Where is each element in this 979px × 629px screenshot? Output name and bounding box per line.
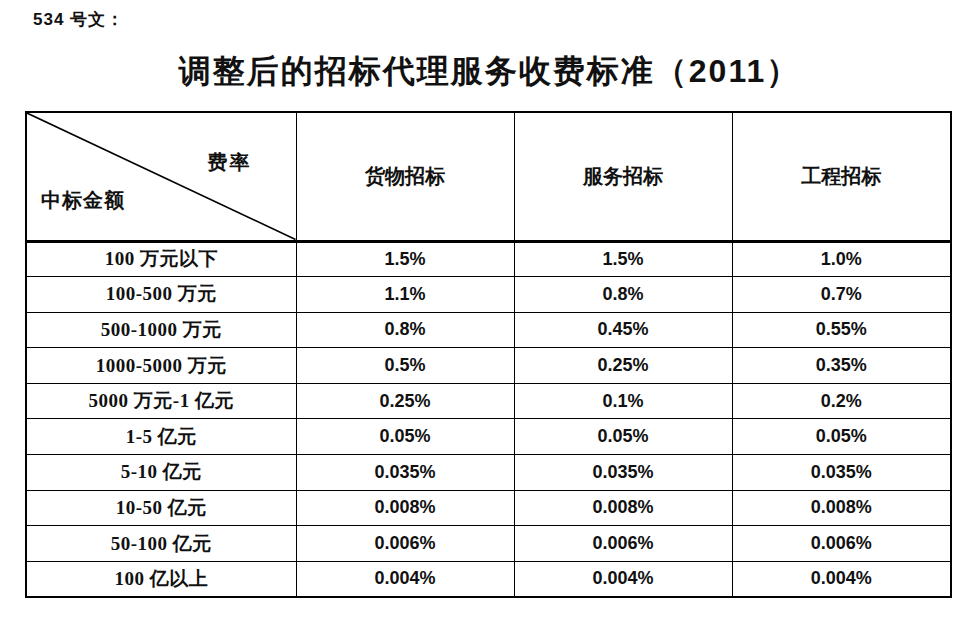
cell-value: 0.035%	[732, 455, 951, 491]
row-label: 5000 万元-1 亿元	[26, 383, 296, 419]
table-row: 100-500 万元 1.1% 0.8% 0.7%	[26, 277, 951, 313]
row-label: 500-1000 万元	[26, 312, 296, 348]
cell-value: 0.035%	[296, 455, 514, 491]
corner-header-cell: 费率 中标金额	[26, 112, 296, 241]
cell-value: 0.1%	[514, 383, 732, 419]
table-row: 5-10 亿元 0.035% 0.035% 0.035%	[26, 455, 951, 491]
cell-value: 1.5%	[514, 241, 732, 277]
table-row: 50-100 亿元 0.006% 0.006% 0.006%	[26, 526, 951, 562]
row-label: 1-5 亿元	[26, 419, 296, 455]
cell-value: 1.0%	[732, 241, 951, 277]
cell-value: 0.004%	[514, 561, 732, 597]
row-label: 10-50 亿元	[26, 490, 296, 526]
doc-number-label: 534 号文：	[33, 8, 124, 31]
cell-value: 0.8%	[514, 277, 732, 313]
cell-value: 0.008%	[296, 490, 514, 526]
column-header-goods: 货物招标	[296, 112, 514, 241]
page-title: 调整后的招标代理服务收费标准（2011）	[0, 50, 979, 94]
row-label: 100-500 万元	[26, 277, 296, 313]
column-header-services: 服务招标	[514, 112, 732, 241]
cell-value: 0.035%	[514, 455, 732, 491]
row-label: 100 万元以下	[26, 241, 296, 277]
table-row: 1000-5000 万元 0.5% 0.25% 0.35%	[26, 348, 951, 384]
table-row: 10-50 亿元 0.008% 0.008% 0.008%	[26, 490, 951, 526]
cell-value: 0.5%	[296, 348, 514, 384]
table-row: 100 亿以上 0.004% 0.004% 0.004%	[26, 561, 951, 597]
cell-value: 0.006%	[732, 526, 951, 562]
table-row: 1-5 亿元 0.05% 0.05% 0.05%	[26, 419, 951, 455]
cell-value: 0.006%	[514, 526, 732, 562]
cell-value: 0.05%	[514, 419, 732, 455]
cell-value: 0.55%	[732, 312, 951, 348]
corner-label-amount: 中标金额	[41, 187, 125, 214]
cell-value: 0.05%	[296, 419, 514, 455]
cell-value: 0.008%	[732, 490, 951, 526]
table-row: 5000 万元-1 亿元 0.25% 0.1% 0.2%	[26, 383, 951, 419]
table-row: 100 万元以下 1.5% 1.5% 1.0%	[26, 241, 951, 277]
cell-value: 0.25%	[296, 383, 514, 419]
cell-value: 0.45%	[514, 312, 732, 348]
fee-rate-table: 费率 中标金额 货物招标 服务招标 工程招标 100 万元以下 1.5% 1.5…	[25, 111, 952, 598]
row-label: 1000-5000 万元	[26, 348, 296, 384]
cell-value: 0.006%	[296, 526, 514, 562]
cell-value: 1.1%	[296, 277, 514, 313]
cell-value: 1.5%	[296, 241, 514, 277]
cell-value: 0.004%	[296, 561, 514, 597]
row-label: 5-10 亿元	[26, 455, 296, 491]
cell-value: 0.05%	[732, 419, 951, 455]
cell-value: 0.8%	[296, 312, 514, 348]
cell-value: 0.004%	[732, 561, 951, 597]
header-row: 费率 中标金额 货物招标 服务招标 工程招标	[26, 112, 951, 241]
cell-value: 0.008%	[514, 490, 732, 526]
document-page: 534 号文： 调整后的招标代理服务收费标准（2011） 费率 中标金额 货物招…	[0, 0, 979, 629]
corner-label-rate: 费率	[208, 149, 252, 176]
row-label: 100 亿以上	[26, 561, 296, 597]
cell-value: 0.25%	[514, 348, 732, 384]
cell-value: 0.2%	[732, 383, 951, 419]
cell-value: 0.7%	[732, 277, 951, 313]
diagonal-divider-line	[27, 113, 296, 240]
cell-value: 0.35%	[732, 348, 951, 384]
table-row: 500-1000 万元 0.8% 0.45% 0.55%	[26, 312, 951, 348]
row-label: 50-100 亿元	[26, 526, 296, 562]
column-header-works: 工程招标	[732, 112, 951, 241]
